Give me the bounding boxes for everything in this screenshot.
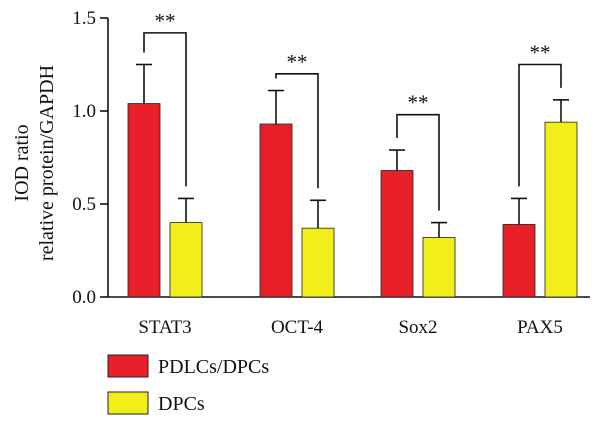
bar-oct-4-pdlcs-dpcs [259, 123, 293, 298]
significance-bracket [396, 113, 440, 211]
y-axis-title: IOD ratio relative protein/GAPDH [11, 65, 58, 261]
significance-bracket [275, 73, 319, 189]
y-axis-label-line1: IOD ratio [11, 124, 33, 201]
bar-stat3-pdlcs-dpcs [127, 103, 161, 298]
category-label: Sox2 [398, 317, 437, 338]
category-labels: STAT3 OCT-4 Sox2 PAX5 [138, 317, 563, 338]
legend-swatch-pdlcs-dpcs [107, 354, 149, 378]
bars [127, 103, 578, 298]
significance-bracket [143, 32, 187, 187]
legend-label-pdlcs-dpcs: PDLCs/DPCs [158, 356, 269, 378]
significance-label: ** [530, 41, 551, 65]
error-bars [136, 63, 569, 238]
y-axis: 0.0 0.5 1.0 1.5 [72, 8, 109, 308]
significance-annotations: ** ** ** ** [143, 9, 562, 211]
y-tick-label: 0.5 [72, 194, 96, 215]
significance-label: ** [155, 9, 176, 33]
legend: PDLCs/DPCs DPCs [107, 354, 269, 415]
y-tick-label: 1.0 [72, 101, 96, 122]
significance-label: ** [408, 91, 429, 115]
legend-label-dpcs: DPCs [158, 393, 205, 415]
bar-sox2-dpcs [422, 237, 456, 298]
category-label: OCT-4 [271, 317, 324, 338]
legend-swatch-dpcs [107, 391, 149, 415]
category-label: PAX5 [517, 317, 563, 338]
y-tick-label: 0.0 [72, 287, 96, 308]
y-axis-label-line2: relative protein/GAPDH [36, 65, 58, 261]
significance-label: ** [287, 50, 308, 74]
category-label: STAT3 [138, 317, 191, 338]
bar-stat3-dpcs [169, 222, 203, 298]
y-tick-label: 1.5 [72, 8, 96, 29]
bar-pax5-pdlcs-dpcs [502, 224, 536, 298]
bar-oct-4-dpcs [301, 227, 335, 298]
bar-pax5-dpcs [544, 121, 578, 298]
significance-bracket [518, 63, 562, 187]
bar-sox2-pdlcs-dpcs [380, 170, 414, 298]
